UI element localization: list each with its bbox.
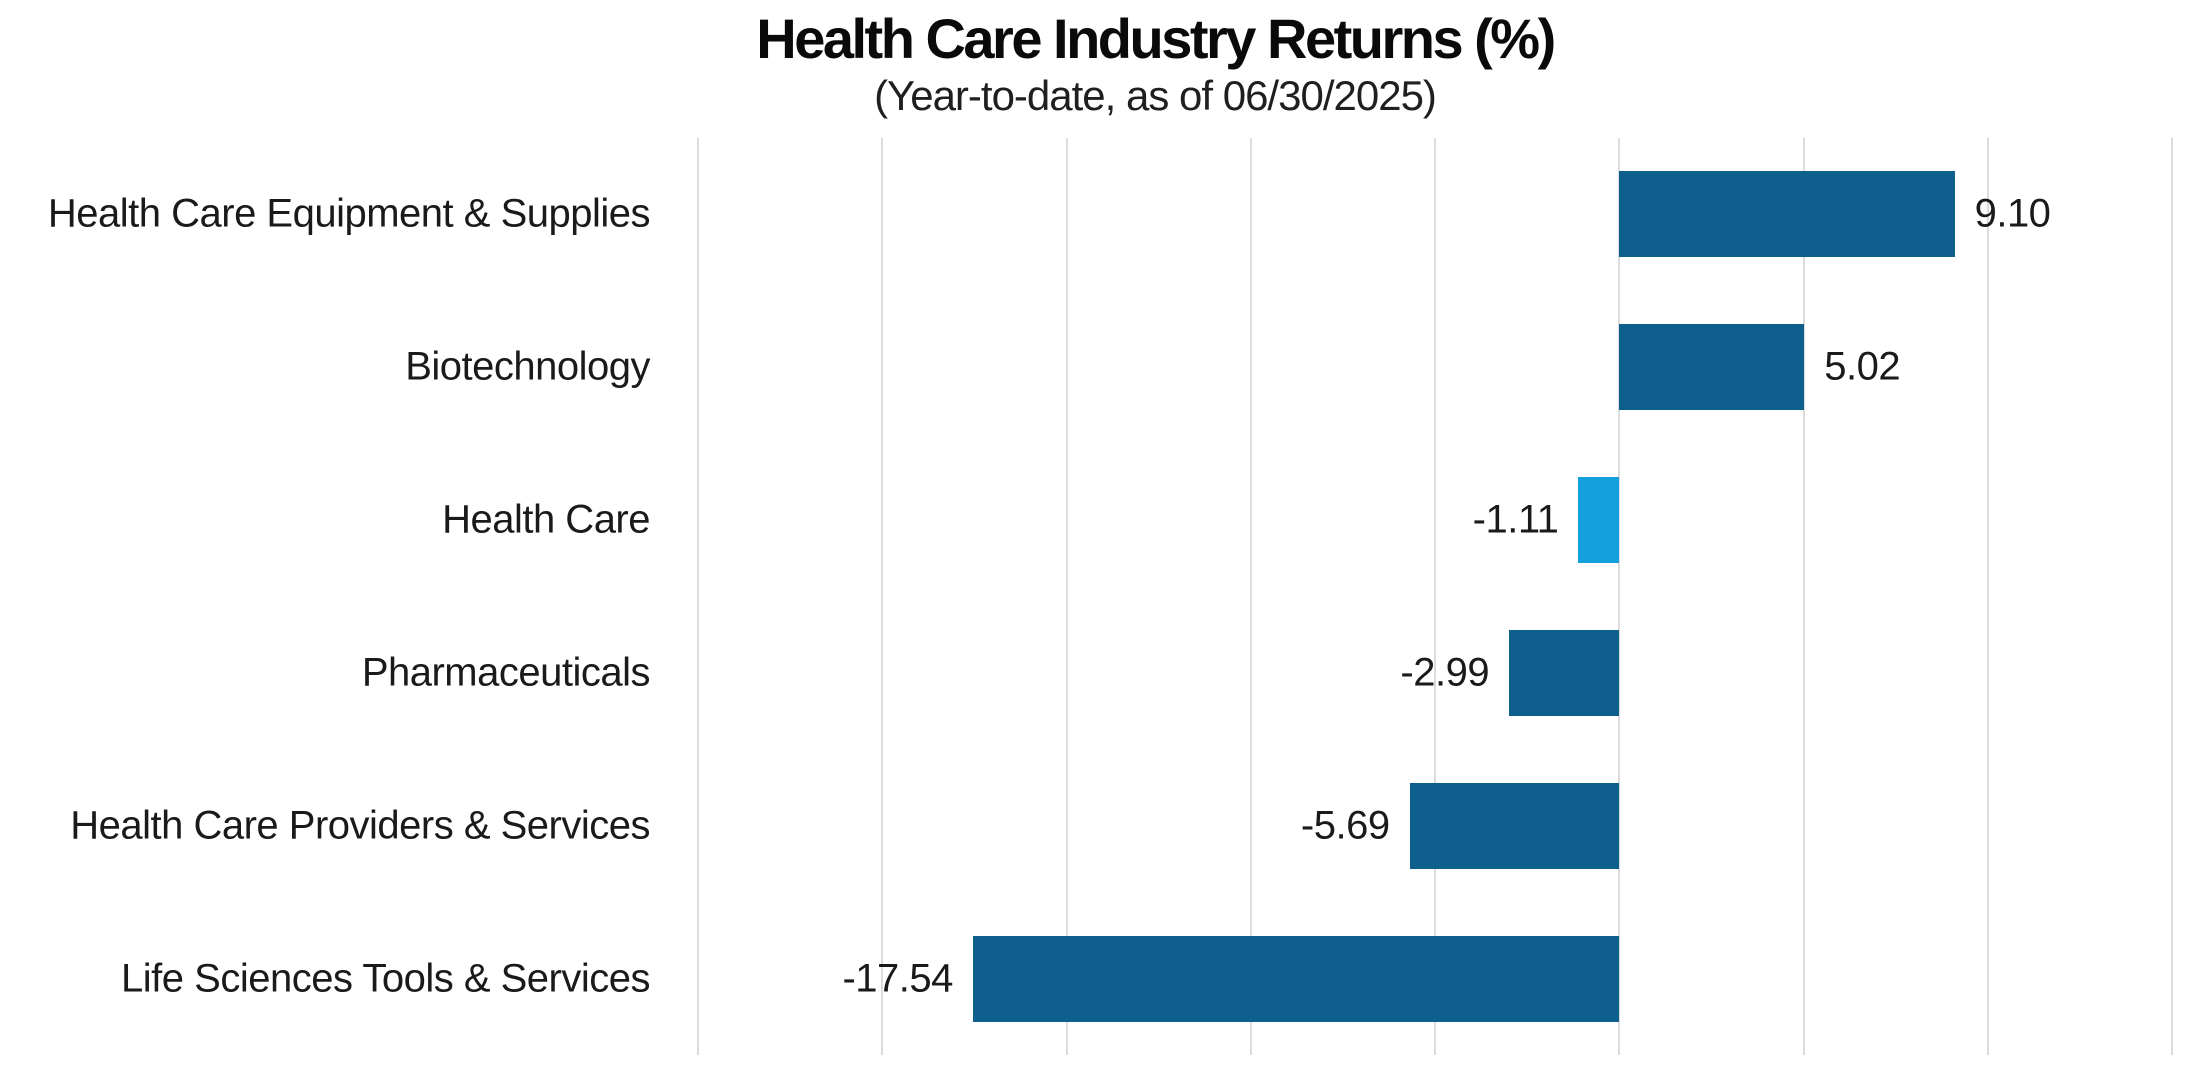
category-label: Pharmaceuticals <box>361 650 651 695</box>
chart-title: Health Care Industry Returns (%) <box>756 7 1556 70</box>
gridline <box>1802 138 1805 1055</box>
value-label: 9.10 <box>1974 191 2051 236</box>
value-label: -5.69 <box>1300 803 1390 848</box>
gridline <box>1249 138 1252 1055</box>
gridline <box>2171 138 2173 1055</box>
category-label: Health Care Providers & Services <box>70 803 650 848</box>
gridline <box>1986 138 1989 1055</box>
value-label: -2.99 <box>1400 650 1490 695</box>
gridline <box>1434 138 1436 1055</box>
category-label: Health Care Equipment & Supplies <box>47 191 651 236</box>
bar-pharmaceuticals <box>1509 629 1620 716</box>
category-label: Health Care <box>442 497 650 542</box>
bar-health-care <box>1578 477 1620 564</box>
category-label: Biotechnology <box>405 344 650 389</box>
bar-life-sciences-tools-services <box>972 935 1620 1022</box>
bar-biotechnology <box>1619 324 1805 411</box>
value-label: 5.02 <box>1824 344 1901 389</box>
category-label: Life Sciences Tools & Services <box>121 956 650 1001</box>
value-label: -1.11 <box>1472 497 1559 542</box>
gridline <box>697 138 699 1055</box>
value-label: -17.54 <box>842 956 953 1001</box>
bar-health-care-providers-services <box>1409 782 1620 869</box>
bar-health-care-equipment-supplies <box>1619 171 1955 258</box>
gridline <box>1618 138 1621 1055</box>
chart-subtitle: (Year-to-date, as of 06/30/2025) <box>874 72 1437 119</box>
gridline <box>881 138 884 1055</box>
gridline <box>1065 138 1068 1055</box>
plot-area: Health Care Equipment & Supplies 9.10 Biot… <box>0 138 2200 1055</box>
